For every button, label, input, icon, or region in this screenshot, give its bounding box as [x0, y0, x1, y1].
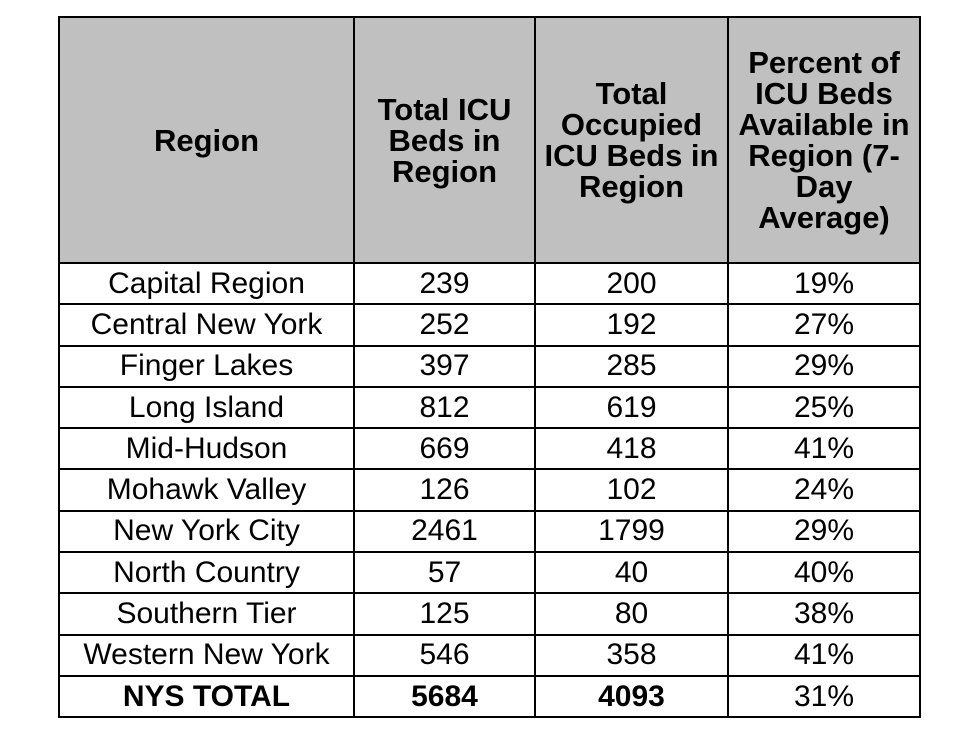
cell-total-beds: 126 — [353, 468, 536, 512]
cell-region: Western New York — [58, 633, 355, 677]
cell-occupied-beds: 285 — [534, 344, 729, 388]
cell-total-beds: 2461 — [353, 509, 536, 554]
table-row: Long Island 812 619 25% — [58, 385, 921, 430]
header-occupied-icu-beds: Total Occupied ICU Beds in Region — [534, 16, 729, 264]
cell-occupied-beds: 40 — [534, 551, 729, 595]
table-row: Mid-Hudson 669 418 41% — [58, 427, 921, 471]
cell-occupied-beds: 418 — [534, 427, 729, 471]
cell-region: Central New York — [58, 303, 355, 347]
table-row: North Country 57 40 40% — [58, 551, 921, 595]
table-row: Southern Tier 125 80 38% — [58, 592, 921, 636]
table-row: Central New York 252 192 27% — [58, 303, 921, 347]
cell-percent-available-total: 31% — [727, 674, 921, 719]
cell-percent-available: 25% — [727, 385, 921, 430]
header-total-icu-beds-label: Total ICU Beds in Region — [377, 91, 512, 189]
table-row: Western New York 546 358 41% — [58, 633, 921, 677]
cell-occupied-beds-sum: 4093 — [534, 674, 729, 719]
cell-total-label: NYS TOTAL — [58, 674, 355, 719]
table-row: New York City 2461 1799 29% — [58, 509, 921, 554]
cell-percent-available: 24% — [727, 468, 921, 512]
cell-percent-available: 38% — [727, 592, 921, 636]
header-percent-available: Percent of ICU Beds Available in Region … — [727, 16, 921, 264]
cell-percent-available: 19% — [727, 261, 921, 306]
cell-occupied-beds: 619 — [534, 385, 729, 430]
icu-beds-table: Region Total ICU Beds in Region Total Oc… — [58, 16, 921, 719]
cell-percent-available: 41% — [727, 427, 921, 471]
cell-percent-available: 29% — [727, 344, 921, 388]
header-region-label: Region — [153, 122, 260, 158]
cell-percent-available: 40% — [727, 551, 921, 595]
cell-total-beds: 397 — [353, 344, 536, 388]
cell-region: Capital Region — [58, 261, 355, 306]
cell-region: Mohawk Valley — [58, 468, 355, 512]
cell-total-beds: 546 — [353, 633, 536, 677]
cell-percent-available: 27% — [727, 303, 921, 347]
cell-occupied-beds: 192 — [534, 303, 729, 347]
cell-total-beds: 57 — [353, 551, 536, 595]
cell-total-beds: 669 — [353, 427, 536, 471]
cell-occupied-beds: 358 — [534, 633, 729, 677]
table-row: Capital Region 239 200 19% — [58, 261, 921, 306]
header-occupied-icu-beds-label: Total Occupied ICU Beds in Region — [544, 76, 719, 204]
header-region: Region — [58, 16, 355, 264]
cell-occupied-beds: 102 — [534, 468, 729, 512]
cell-percent-available: 41% — [727, 633, 921, 677]
table-header-row: Region Total ICU Beds in Region Total Oc… — [58, 16, 921, 264]
header-total-icu-beds: Total ICU Beds in Region — [353, 16, 536, 264]
table-row: Finger Lakes 397 285 29% — [58, 344, 921, 388]
cell-region: New York City — [58, 509, 355, 554]
table-row: Mohawk Valley 126 102 24% — [58, 468, 921, 512]
cell-total-beds: 239 — [353, 261, 536, 306]
table-body: Capital Region 239 200 19% Central New Y… — [58, 261, 921, 719]
table-total-row: NYS TOTAL 5684 4093 31% — [58, 674, 921, 719]
header-percent-available-label: Percent of ICU Beds Available in Region … — [738, 45, 910, 235]
cell-occupied-beds: 80 — [534, 592, 729, 636]
cell-region: North Country — [58, 551, 355, 595]
cell-region: Mid-Hudson — [58, 427, 355, 471]
cell-total-beds: 125 — [353, 592, 536, 636]
cell-region: Southern Tier — [58, 592, 355, 636]
cell-region: Long Island — [58, 385, 355, 430]
cell-region: Finger Lakes — [58, 344, 355, 388]
cell-total-beds-sum: 5684 — [353, 674, 536, 719]
cell-occupied-beds: 1799 — [534, 509, 729, 554]
cell-percent-available: 29% — [727, 509, 921, 554]
cell-occupied-beds: 200 — [534, 261, 729, 306]
cell-total-beds: 252 — [353, 303, 536, 347]
cell-total-beds: 812 — [353, 385, 536, 430]
